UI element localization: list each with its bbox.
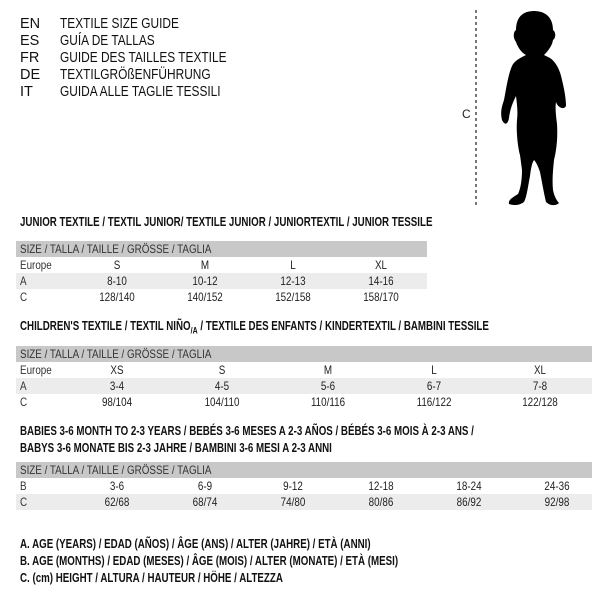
table-cell: XS [110, 363, 124, 377]
children-heading-sub: /A [190, 325, 198, 336]
table-cell: XL [374, 258, 388, 272]
table-cell: 6-7 [426, 379, 442, 393]
lang-title: TEXTILGRÖßENFÜHRUNG [60, 67, 211, 83]
size-header-row: SIZE / TALLA / TAILLE / GRÖSSE / TAGLIA [16, 346, 592, 362]
legend-text: C. (cm) HEIGHT / ALTURA / HAUTEUR / HÖHE… [20, 571, 283, 585]
children-heading-pre: CHILDREN'S TEXTILE / TEXTIL NIÑO [20, 319, 191, 333]
row-label: C [20, 395, 28, 409]
lang-code: IT [20, 84, 33, 100]
table-cell: 4-5 [214, 379, 230, 393]
lang-code: FR [20, 50, 40, 66]
babies-heading-text: BABYS 3-6 MONATE BIS 2-3 JAHRE / BAMBINI… [20, 441, 332, 455]
row-label: B [20, 479, 27, 493]
table-cell: 116/122 [416, 395, 452, 409]
legend-text: B. AGE (MONTHS) / EDAD (MESES) / ÂGE (MO… [20, 554, 399, 568]
table-cell: M [323, 363, 333, 377]
height-figure: C [460, 0, 600, 215]
table-cell: L [431, 363, 437, 377]
row-label: Europe [20, 363, 52, 377]
junior-size-table: SIZE / TALLA / TAILLE / GRÖSSE / TAGLIA E… [16, 241, 427, 305]
measure-label: C [462, 107, 471, 121]
table-cell: 80/86 [368, 495, 394, 509]
children-heading-post: / TEXTILE DES ENFANTS / KINDERTEXTIL / B… [197, 319, 489, 333]
table-row: A 3-4 4-5 5-6 6-7 7-8 [16, 378, 592, 394]
table-cell: L [290, 258, 296, 272]
table-cell: 74/80 [280, 495, 306, 509]
table-cell: 3-6 [109, 479, 125, 493]
table-cell: 158/170 [363, 290, 399, 304]
table-row: A 8-10 10-12 12-13 14-16 [16, 273, 427, 289]
babies-heading-text: BABIES 3-6 MONTH TO 2-3 YEARS / BEBÉS 3-… [20, 424, 474, 438]
table-cell: 12-18 [368, 479, 394, 493]
lang-title: GUÍA DE TALLAS [60, 33, 155, 49]
table-cell: 6-9 [197, 479, 213, 493]
table-row: B 3-6 6-9 9-12 12-18 18-24 24-36 [16, 478, 592, 494]
table-cell: 8-10 [107, 274, 127, 288]
legend-text: A. AGE (YEARS) / EDAD (AÑOS) / ÂGE (ANS)… [20, 537, 371, 551]
size-header: SIZE / TALLA / TAILLE / GRÖSSE / TAGLIA [20, 463, 212, 477]
children-size-table: SIZE / TALLA / TAILLE / GRÖSSE / TAGLIA E… [16, 346, 592, 410]
junior-heading-text: JUNIOR TEXTILE / TEXTIL JUNIOR/ TEXTILE … [20, 215, 433, 229]
table-cell: 110/116 [310, 395, 346, 409]
table-cell: 14-16 [368, 274, 394, 288]
junior-heading: JUNIOR TEXTILE / TEXTIL JUNIOR/ TEXTILE … [20, 215, 549, 230]
lang-code: ES [20, 33, 40, 49]
lang-title: GUIDA ALLE TAGLIE TESSILI [60, 84, 221, 100]
lang-title: GUIDE DES TAILLES TEXTILE [60, 50, 227, 66]
table-row: Europe S M L XL [16, 257, 427, 273]
table-cell: 98/104 [101, 395, 133, 409]
babies-heading-1: BABIES 3-6 MONTH TO 2-3 YEARS / BEBÉS 3-… [20, 424, 600, 439]
size-header: SIZE / TALLA / TAILLE / GRÖSSE / TAGLIA [20, 347, 212, 361]
table-cell: 3-4 [109, 379, 125, 393]
table-cell: 24-36 [544, 479, 570, 493]
row-label: A [20, 274, 27, 288]
size-header: SIZE / TALLA / TAILLE / GRÖSSE / TAGLIA [20, 242, 212, 256]
table-cell: 18-24 [456, 479, 482, 493]
row-label: A [20, 379, 27, 393]
table-cell: 140/152 [187, 290, 223, 304]
table-cell: 5-6 [320, 379, 336, 393]
table-row: C 128/140 140/152 152/158 158/170 [16, 289, 427, 305]
table-cell: 86/92 [456, 495, 482, 509]
lang-code: DE [20, 67, 41, 83]
table-cell: 7-8 [532, 379, 548, 393]
table-row: C 98/104 104/110 110/116 116/122 122/128 [16, 394, 592, 410]
table-cell: 122/128 [522, 395, 558, 409]
table-cell: S [218, 363, 226, 377]
size-header-row: SIZE / TALLA / TAILLE / GRÖSSE / TAGLIA [16, 241, 427, 257]
babies-heading-2: BABYS 3-6 MONATE BIS 2-3 JAHRE / BAMBINI… [20, 441, 420, 456]
table-cell: 104/110 [204, 395, 240, 409]
table-cell: 68/74 [192, 495, 218, 509]
table-cell: 92/98 [544, 495, 570, 509]
child-silhouette-icon [475, 10, 566, 207]
table-cell: 12-13 [280, 274, 306, 288]
legend-a: A. AGE (YEARS) / EDAD (AÑOS) / ÂGE (ANS)… [20, 536, 470, 553]
lang-code: EN [20, 16, 41, 32]
table-cell: 128/140 [99, 290, 135, 304]
legend-c: C. (cm) HEIGHT / ALTURA / HAUTEUR / HÖHE… [20, 570, 357, 587]
row-label: C [20, 290, 28, 304]
legend-b: B. AGE (MONTHS) / EDAD (MESES) / ÂGE (MO… [20, 553, 505, 570]
babies-size-table: SIZE / TALLA / TAILLE / GRÖSSE / TAGLIA B… [16, 462, 592, 510]
table-cell: 152/158 [275, 290, 311, 304]
lang-title: TEXTILE SIZE GUIDE [60, 16, 179, 32]
row-label: C [20, 495, 28, 509]
table-cell: XL [533, 363, 547, 377]
table-cell: 62/68 [104, 495, 130, 509]
table-cell: S [113, 258, 121, 272]
children-heading: CHILDREN'S TEXTILE / TEXTIL NIÑO/A / TEX… [20, 319, 600, 339]
row-label: Europe [20, 258, 52, 272]
table-row: C 62/68 68/74 74/80 80/86 86/92 92/98 [16, 494, 592, 510]
table-cell: M [200, 258, 210, 272]
size-header-row: SIZE / TALLA / TAILLE / GRÖSSE / TAGLIA [16, 462, 592, 478]
table-cell: 9-12 [283, 479, 303, 493]
table-row: Europe XS S M L XL [16, 362, 592, 378]
table-cell: 10-12 [192, 274, 218, 288]
